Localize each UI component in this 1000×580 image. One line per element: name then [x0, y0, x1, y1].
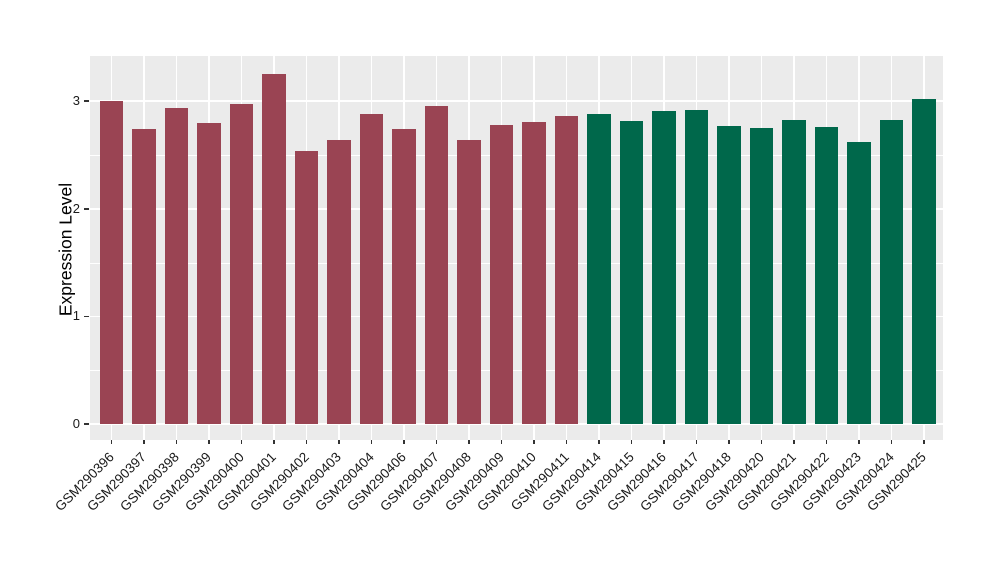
x-axis-label-text: GSM290417 [636, 449, 702, 515]
bar-GSM290416 [652, 110, 676, 424]
x-axis-label-text: GSM290411 [507, 449, 572, 514]
y-tick-mark [84, 423, 89, 425]
bar-GSM290411 [554, 116, 579, 424]
x-axis-label-text: GSM290399 [149, 449, 215, 515]
y-tick-mark [84, 208, 89, 210]
x-axis-label-text: GSM290424 [831, 449, 897, 515]
bar-GSM290403 [327, 139, 351, 424]
bar-GSM290415 [619, 120, 644, 424]
minor-gridline [90, 262, 943, 264]
x-tick-mark [403, 440, 405, 444]
bar-GSM290409 [489, 124, 514, 424]
x-axis-label-text: GSM290420 [701, 449, 767, 515]
bar-GSM290424 [879, 119, 904, 424]
major-gridline [90, 100, 943, 102]
x-tick-mark [598, 440, 600, 444]
major-gridline [90, 208, 943, 210]
major-gridline [90, 423, 943, 425]
x-axis-label-text: GSM290414 [539, 449, 605, 515]
x-tick-mark [208, 440, 210, 444]
x-axis-label-text: GSM290421 [734, 449, 800, 515]
x-tick-mark [500, 440, 503, 444]
x-tick-mark [565, 440, 568, 444]
minor-gridline [90, 370, 943, 371]
x-tick-mark [663, 440, 665, 444]
x-axis-label-text: GSM290415 [571, 449, 637, 515]
bar-GSM290414 [587, 114, 611, 424]
x-tick-mark [760, 440, 763, 444]
bar-GSM290399 [197, 122, 221, 424]
x-tick-mark [305, 440, 308, 444]
x-tick-mark [240, 440, 243, 444]
bar-GSM290408 [457, 139, 481, 424]
bar-GSM290418 [717, 125, 741, 424]
x-axis-label-text: GSM290423 [799, 449, 865, 515]
x-axis-label-text: GSM290403 [279, 449, 345, 515]
bar-GSM290420 [749, 128, 774, 424]
y-axis-title: Expression Level [55, 182, 76, 317]
x-tick-mark [825, 440, 828, 444]
x-axis-label-text: GSM290416 [604, 449, 670, 515]
x-axis-label-text: GSM290397 [84, 449, 150, 515]
x-axis-label-text: GSM290401 [214, 449, 280, 515]
x-tick-mark [175, 440, 178, 444]
bar-GSM290406 [392, 129, 416, 424]
x-axis-label-text: GSM290418 [669, 449, 735, 515]
bar-GSM290400 [229, 104, 254, 424]
x-axis-label-text: GSM290422 [766, 449, 832, 515]
bar-GSM290396 [100, 101, 124, 424]
bar-GSM290404 [359, 114, 384, 424]
x-tick-mark [793, 440, 795, 444]
y-tick-mark [84, 315, 89, 318]
bar-GSM290407 [424, 105, 449, 424]
x-axis-label-text: GSM290407 [377, 449, 442, 515]
x-tick-mark [338, 440, 340, 444]
x-axis-label-text: GSM290398 [117, 449, 182, 515]
x-tick-mark [468, 440, 470, 444]
x-tick-mark [695, 440, 698, 444]
bar-GSM290425 [912, 99, 936, 424]
bar-GSM290423 [847, 142, 871, 424]
x-axis-label-text: GSM290400 [182, 449, 247, 515]
x-axis-label-text: GSM290406 [344, 449, 410, 515]
x-tick-mark [370, 440, 373, 444]
x-tick-mark [110, 440, 113, 444]
x-axis-label-text: GSM290404 [312, 449, 377, 515]
bar-GSM290401 [262, 74, 286, 424]
x-tick-mark [630, 440, 633, 444]
bar-GSM290422 [814, 127, 839, 424]
bar-GSM290402 [294, 150, 319, 424]
x-axis-label-text: GSM290410 [474, 449, 540, 515]
bar-GSM290398 [164, 107, 189, 424]
x-tick-mark [923, 440, 925, 444]
x-axis-label-text: GSM290409 [442, 449, 507, 515]
x-tick-mark [143, 440, 145, 444]
x-tick-mark [273, 440, 275, 444]
x-tick-mark [533, 440, 535, 444]
x-axis-label-text: GSM290408 [409, 449, 475, 515]
x-tick-mark [890, 440, 893, 444]
x-axis-label-text: GSM290402 [247, 449, 312, 515]
x-tick-mark [728, 440, 730, 444]
x-axis-label-text: GSM290425 [864, 449, 930, 515]
minor-gridline [90, 155, 943, 156]
y-tick-mark [84, 100, 89, 102]
plot-panel [90, 56, 943, 440]
x-tick-mark [858, 440, 860, 444]
bar-GSM290417 [684, 109, 709, 424]
bar-GSM290410 [522, 121, 546, 424]
x-tick-mark [435, 440, 438, 444]
bar-GSM290421 [782, 119, 806, 424]
major-gridline [90, 315, 943, 318]
x-axis-label-text: GSM290396 [52, 449, 117, 515]
bar-GSM290397 [132, 129, 156, 424]
